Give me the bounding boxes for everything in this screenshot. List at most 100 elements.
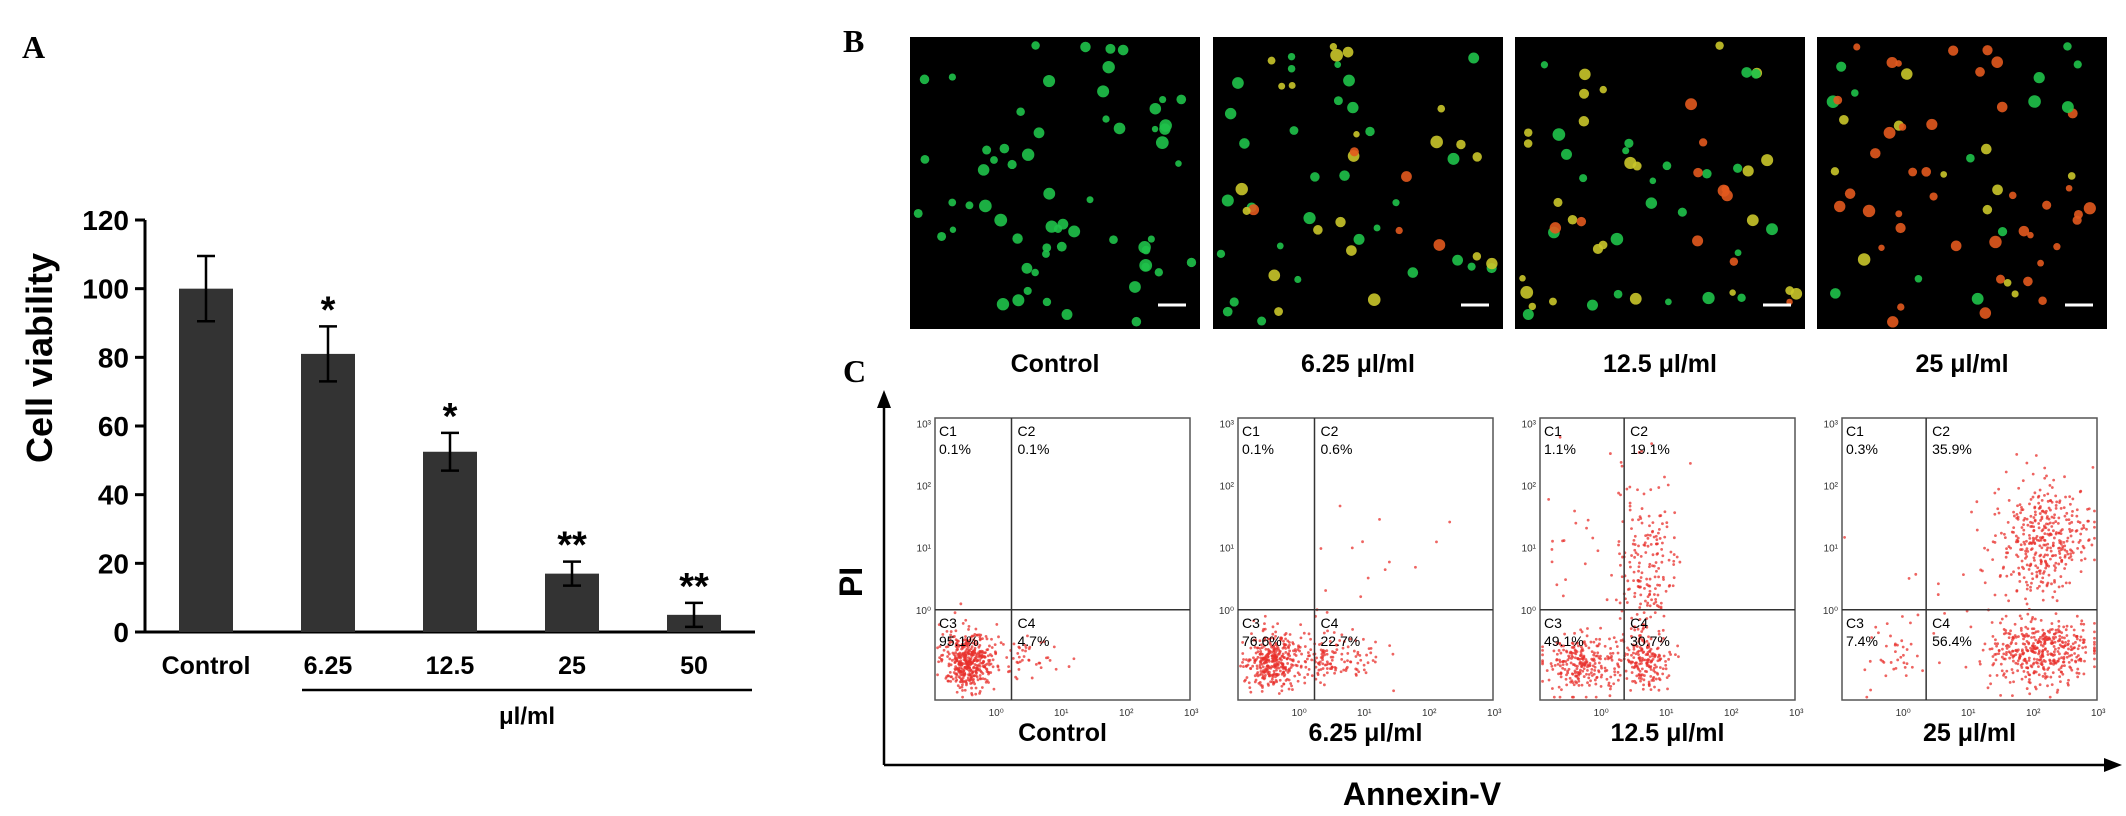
- event-dot: [1599, 664, 1603, 668]
- bars: ******: [179, 254, 721, 632]
- event-dot: [2029, 646, 2032, 650]
- event-dot: [1638, 561, 1641, 565]
- event-dot: [1619, 493, 1622, 497]
- event-dot: [954, 679, 958, 683]
- event-dot: [2058, 675, 2062, 678]
- event-dot: [1637, 656, 1641, 660]
- event-dot: [2032, 661, 2036, 665]
- cell-dot: [1908, 167, 1918, 177]
- event-dot: [965, 644, 969, 648]
- event-dot: [959, 670, 963, 673]
- event-dot: [2064, 495, 2067, 499]
- cell-dot: [1950, 240, 1962, 252]
- event-dot: [985, 679, 989, 682]
- event-dot: [1636, 488, 1639, 492]
- event-dot: [971, 641, 975, 645]
- event-dot: [2063, 567, 2067, 570]
- event-dot: [959, 666, 962, 670]
- event-dot: [2025, 587, 2029, 591]
- event-dot: [1669, 550, 1673, 554]
- event-dot: [1632, 651, 1635, 655]
- event-dot: [1581, 669, 1585, 673]
- event-dot: [2070, 625, 2073, 629]
- event-dot: [1582, 667, 1586, 671]
- event-dot: [1651, 657, 1655, 661]
- event-dot: [1551, 539, 1554, 543]
- event-dot: [1596, 549, 1600, 553]
- event-dot: [1978, 660, 1982, 663]
- event-dot: [990, 637, 993, 641]
- event-dot: [1631, 518, 1634, 522]
- event-dot: [1297, 660, 1300, 664]
- event-dot: [2061, 660, 2065, 664]
- event-dot: [1565, 662, 1569, 666]
- event-dot: [985, 637, 989, 641]
- event-dot: [2067, 647, 2070, 651]
- event-dot: [1263, 614, 1267, 618]
- event-dot: [1256, 655, 1260, 659]
- event-dot: [1304, 665, 1308, 669]
- event-dot: [2004, 653, 2008, 657]
- event-dot: [2012, 526, 2016, 530]
- event-dot: [1993, 642, 1997, 646]
- event-dot: [961, 683, 964, 687]
- event-dot: [1661, 541, 1664, 545]
- event-dot: [2068, 522, 2071, 525]
- cell-dot: [2072, 215, 2082, 225]
- cell-dot: [1839, 114, 1849, 125]
- event-dot: [2039, 662, 2043, 665]
- y-tick-label: 120: [82, 205, 129, 236]
- event-dot: [1904, 674, 1908, 678]
- event-dot: [1319, 668, 1323, 671]
- event-dot: [2018, 580, 2022, 583]
- event-dot: [1672, 553, 1676, 556]
- event-dot: [2038, 569, 2042, 573]
- event-dot: [1294, 663, 1298, 667]
- event-dot: [2093, 558, 2096, 562]
- event-dot: [1302, 631, 1306, 635]
- event-dot: [2043, 476, 2047, 480]
- event-dot: [1566, 658, 1570, 662]
- cell-dot: [1851, 89, 1859, 97]
- event-dot: [2093, 630, 2096, 634]
- event-dot: [1874, 625, 1878, 629]
- event-dot: [2030, 665, 2034, 669]
- cell-dot: [1982, 45, 1993, 56]
- event-dot: [1631, 679, 1634, 683]
- event-dot: [2042, 642, 2046, 646]
- event-dot: [960, 647, 963, 651]
- event-dot: [2033, 559, 2036, 562]
- event-dot: [2050, 525, 2054, 528]
- cell-dot: [1401, 171, 1412, 182]
- event-dot: [1576, 641, 1579, 645]
- event-dot: [1603, 666, 1607, 670]
- event-dot: [948, 670, 952, 674]
- event-dot: [1274, 679, 1278, 682]
- event-dot: [1562, 648, 1566, 652]
- event-dot: [1286, 662, 1290, 665]
- event-dot: [1657, 632, 1661, 636]
- event-dot: [1284, 678, 1288, 682]
- event-dot: [2093, 640, 2096, 644]
- event-dot: [1644, 669, 1647, 673]
- cell-dot: [1239, 138, 1250, 149]
- cell-dot: [1579, 68, 1591, 81]
- event-dot: [1281, 652, 1285, 656]
- event-dot: [2039, 655, 2043, 658]
- event-dot: [1263, 676, 1267, 680]
- event-dot: [978, 674, 982, 677]
- event-dot: [975, 642, 979, 645]
- event-dot: [1585, 526, 1588, 530]
- event-dot: [1555, 658, 1559, 662]
- event-dot: [1688, 461, 1692, 465]
- event-dot: [2052, 478, 2056, 482]
- event-dot: [2005, 651, 2008, 654]
- event-dot: [1632, 647, 1636, 651]
- event-dot: [2033, 617, 2037, 621]
- event-dot: [1675, 555, 1679, 559]
- cell-dot: [1878, 244, 1885, 251]
- flow-plot-caption: Control: [1018, 719, 1107, 747]
- event-dot: [2036, 586, 2039, 590]
- event-dot: [2082, 672, 2086, 676]
- event-dot: [1612, 682, 1616, 686]
